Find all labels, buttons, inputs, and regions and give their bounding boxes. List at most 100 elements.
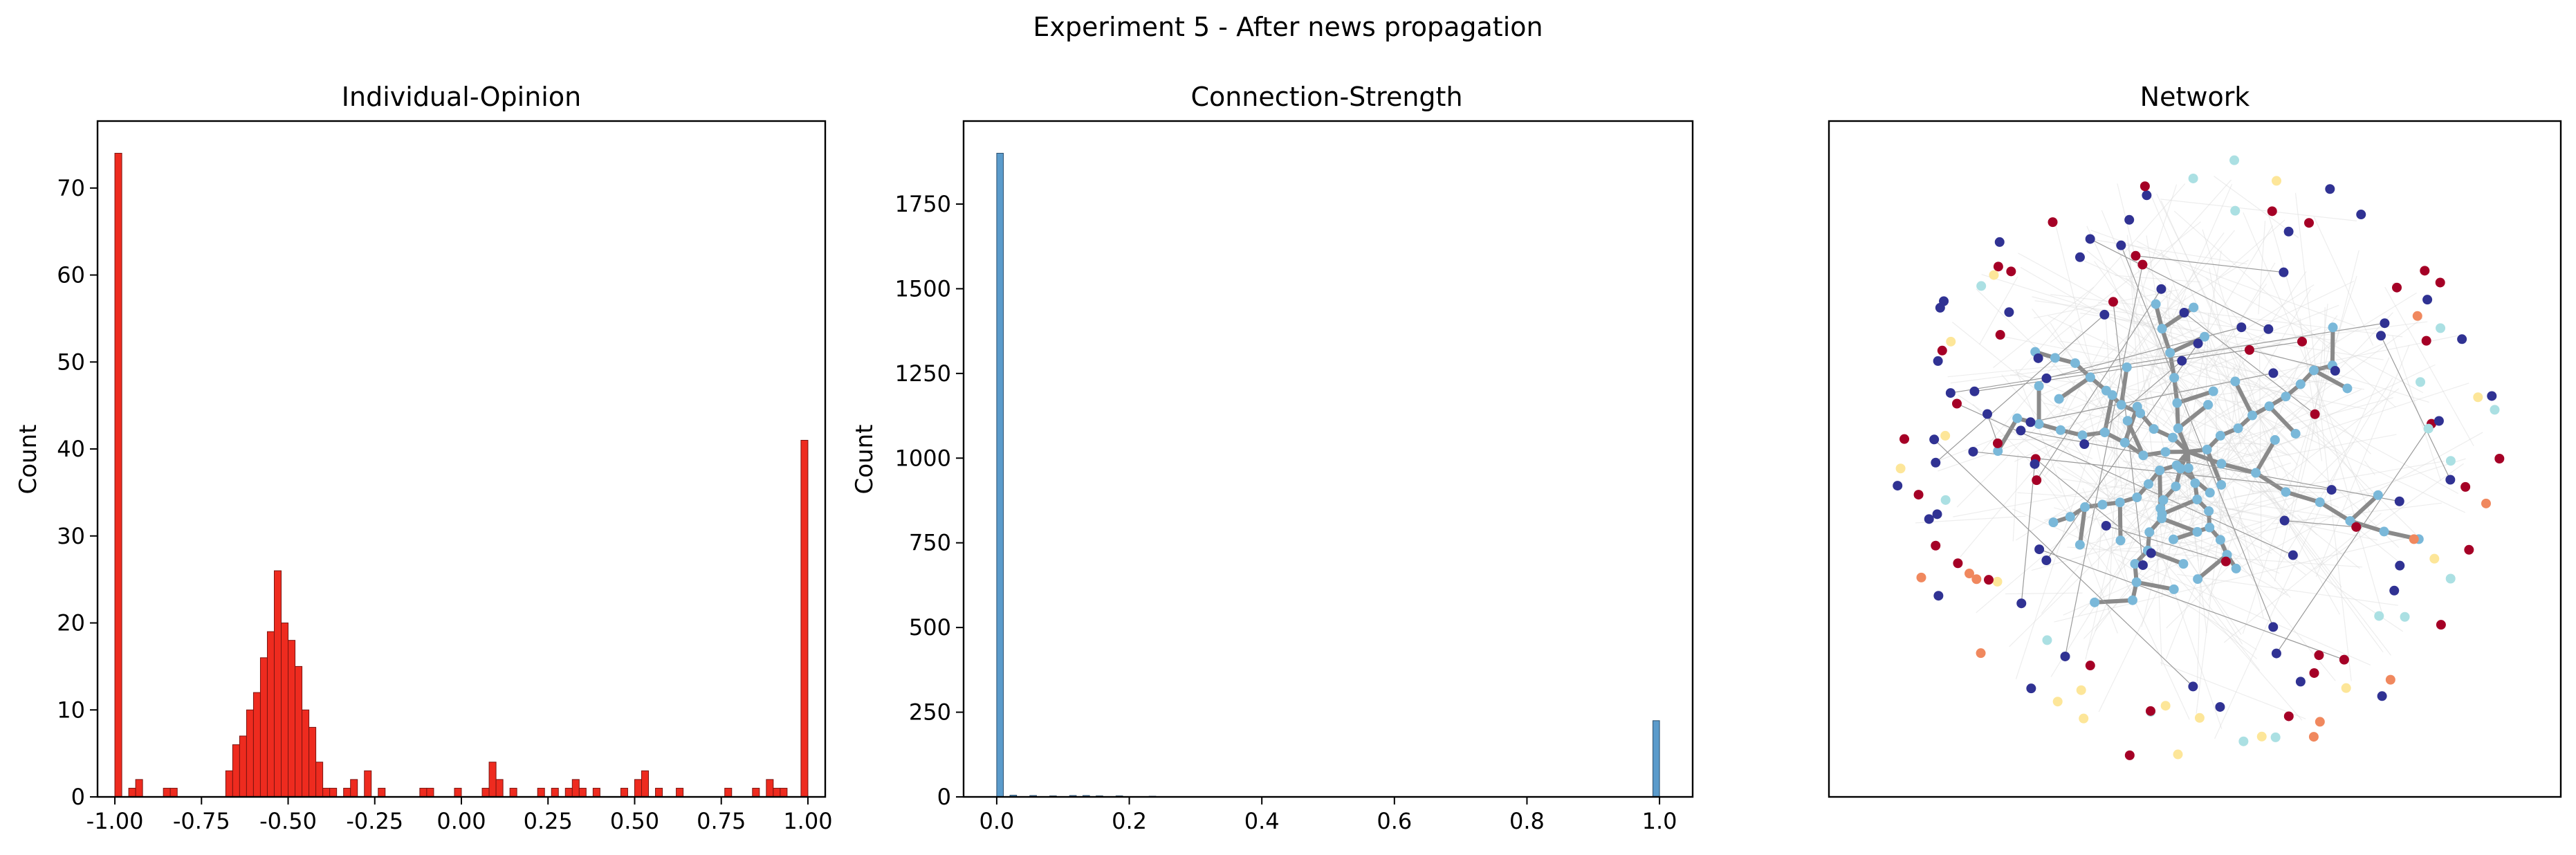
network-edge xyxy=(2267,405,2297,436)
network-edge xyxy=(2036,288,2162,481)
network-node xyxy=(2146,548,2156,558)
network-node xyxy=(2435,277,2445,288)
network-node xyxy=(2256,731,2267,742)
faint-edge xyxy=(2232,432,2483,572)
faint-edge xyxy=(1958,394,2109,497)
x-ticks: 0.0 0.2 0.4 0.6 0.8 1.0 xyxy=(979,797,1677,834)
network-node xyxy=(2389,585,2400,596)
faint-edge xyxy=(2113,540,2198,551)
x-tick-label: 0.00 xyxy=(436,808,486,834)
faint-edge xyxy=(1972,404,2062,494)
network-edge xyxy=(2184,312,2315,415)
network-node xyxy=(1971,574,1982,585)
y-tick-label: 0 xyxy=(937,784,951,810)
network-node xyxy=(2188,681,2198,692)
network-edge xyxy=(2319,500,2352,523)
histogram-bar xyxy=(676,787,684,798)
histogram-bar xyxy=(266,631,275,798)
faint-edge xyxy=(2086,226,2243,560)
faint-edge xyxy=(2096,502,2137,542)
network-node xyxy=(2188,173,2198,183)
network-node xyxy=(2041,373,2052,383)
histogram-bar xyxy=(343,787,351,798)
faint-edge xyxy=(2248,288,2312,397)
network-node xyxy=(2236,322,2247,333)
network-node xyxy=(1969,386,1980,396)
faint-edge xyxy=(2160,383,2308,494)
network-node xyxy=(2193,338,2203,349)
network-node xyxy=(2065,512,2075,522)
histogram-bar xyxy=(350,779,358,798)
network-node xyxy=(2229,155,2240,165)
histogram-bar xyxy=(114,153,122,798)
network-node xyxy=(2205,488,2215,498)
y-tick-label: 1000 xyxy=(895,445,951,471)
faint-edge xyxy=(1981,331,2083,452)
faint-edge xyxy=(1950,321,2428,384)
network-node xyxy=(2041,555,2052,566)
network-node xyxy=(2460,481,2471,492)
faint-edge xyxy=(2384,286,2474,446)
network-edge xyxy=(2254,471,2288,494)
network-node xyxy=(2160,701,2171,711)
network-node xyxy=(1939,296,1949,306)
faint-edge xyxy=(2012,508,2371,666)
network-node xyxy=(2157,324,2167,334)
network-node xyxy=(2128,595,2138,605)
histogram-bar xyxy=(488,762,497,798)
network-edge xyxy=(2113,302,2144,566)
network-node xyxy=(2099,428,2110,438)
faint-edge xyxy=(2128,244,2141,421)
histogram-bar xyxy=(509,787,517,798)
network-edge xyxy=(2220,461,2256,475)
faint-edge xyxy=(2223,513,2382,643)
network-node xyxy=(2325,184,2335,194)
network-node xyxy=(2034,544,2045,555)
faint-edge xyxy=(2122,454,2243,645)
network-node xyxy=(2215,701,2225,712)
network-edge xyxy=(2117,502,2123,541)
network-node xyxy=(2097,499,2108,510)
bars-opinion xyxy=(114,153,809,798)
histogram-bar xyxy=(752,787,760,798)
histogram-bar xyxy=(252,692,261,798)
histogram-bar xyxy=(163,787,171,798)
faint-edge xyxy=(2160,249,2254,495)
histogram-bar xyxy=(259,657,268,798)
network-edge xyxy=(2285,490,2321,504)
faint-edge xyxy=(2050,221,2201,343)
histogram-bar xyxy=(578,787,587,798)
faint-edge xyxy=(2153,467,2162,666)
network-node xyxy=(1976,648,1986,659)
x-ticks: -1.00 -0.75 -0.50 -0.25 0.00 0.25 0.50 0.75 1.00 xyxy=(86,797,833,834)
network-node xyxy=(2341,683,2351,693)
x-tick-label: 0.0 xyxy=(979,808,1014,834)
network-node xyxy=(2160,447,2171,457)
y-tick-label: 0 xyxy=(71,784,85,810)
faint-edge xyxy=(2058,380,2076,418)
network-node xyxy=(2230,205,2241,216)
faint-edge xyxy=(2034,300,2339,342)
panel-individual-opinion: Individual-Opinion -1.00 -0.75 -0.50 -0.25 0… xyxy=(15,82,833,834)
network-edge xyxy=(1935,314,2105,463)
faint-edge xyxy=(2046,327,2321,425)
network-node xyxy=(2288,550,2298,560)
faint-edge xyxy=(1981,274,2153,328)
network-edge xyxy=(2120,245,2274,627)
network-node xyxy=(2048,217,2058,228)
network-node xyxy=(2233,423,2243,434)
network-node xyxy=(2310,409,2320,419)
network-node xyxy=(2205,522,2215,533)
network-node xyxy=(2137,259,2148,270)
network-node xyxy=(2192,495,2202,505)
faint-edge xyxy=(2315,344,2410,577)
network-node xyxy=(2436,620,2446,630)
histogram-bar xyxy=(571,779,580,798)
faint-edge xyxy=(2012,454,2018,542)
faint-edge xyxy=(2014,398,2149,462)
faint-edge xyxy=(2153,339,2166,354)
network-node xyxy=(2142,190,2152,201)
network-node xyxy=(2295,677,2306,687)
network-node xyxy=(1924,514,1934,524)
network-node xyxy=(1937,345,1947,356)
